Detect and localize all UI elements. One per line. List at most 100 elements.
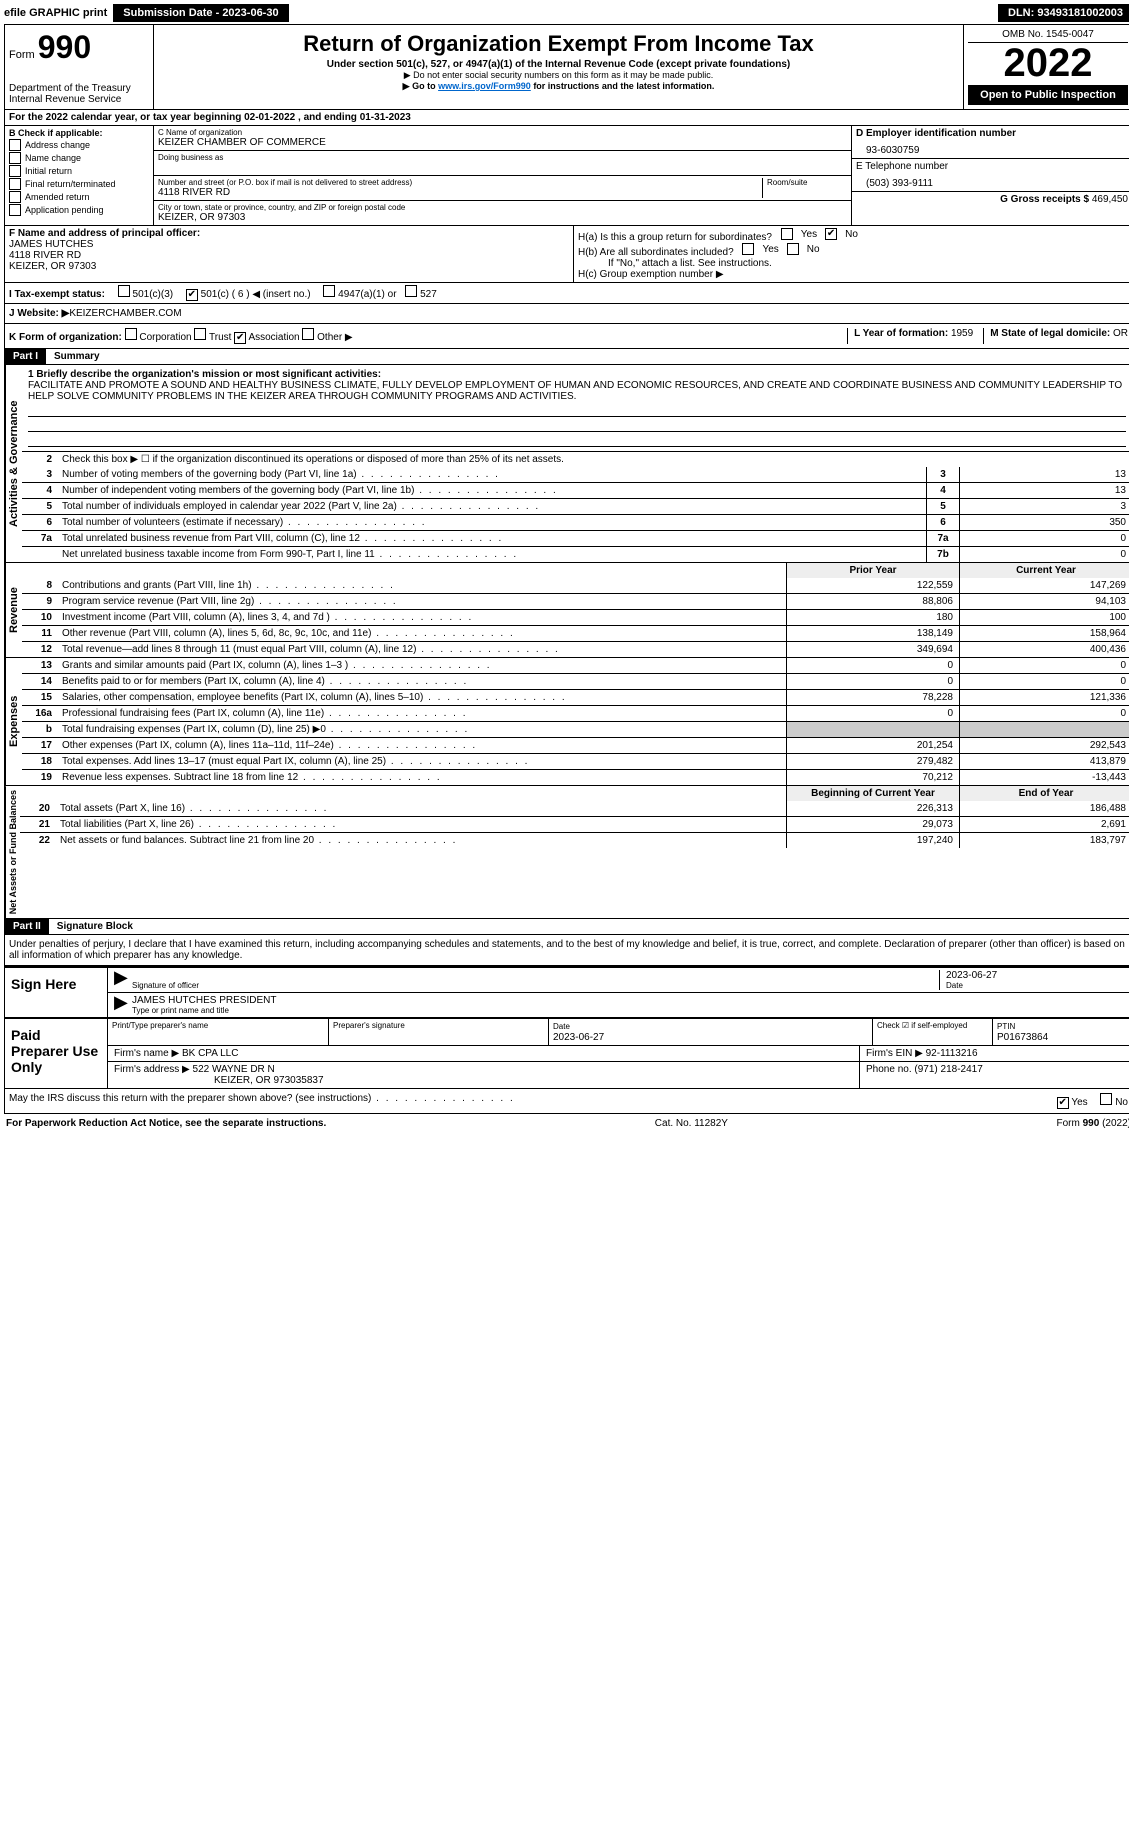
table-row: 8Contributions and grants (Part VIII, li…: [22, 578, 1129, 593]
part1-tag: Part I: [5, 349, 46, 364]
k-label: K Form of organization:: [9, 332, 122, 343]
table-row: 22Net assets or fund balances. Subtract …: [20, 832, 1129, 848]
chk-final-return[interactable]: Final return/terminated: [9, 178, 149, 190]
dba-label: Doing business as: [158, 153, 847, 162]
part2-header-row: Part II Signature Block: [4, 919, 1129, 935]
ha-label: H(a) Is this a group return for subordin…: [578, 232, 772, 243]
tax-year: 2022: [968, 43, 1128, 83]
ha-no-box[interactable]: [825, 228, 837, 240]
gross-label: G Gross receipts $: [1000, 194, 1089, 205]
netassets-section: Net Assets or Fund Balances Beginning of…: [4, 786, 1129, 919]
col-b: B Check if applicable: Address change Na…: [5, 126, 154, 225]
table-row: 12Total revenue—add lines 8 through 11 (…: [22, 641, 1129, 657]
l-group: L Year of formation: 1959: [847, 328, 973, 344]
footer-mid: Cat. No. 11282Y: [655, 1118, 728, 1129]
chk-name-change[interactable]: Name change: [9, 152, 149, 164]
org-name: KEIZER CHAMBER OF COMMERCE: [158, 137, 847, 148]
i-4947-box[interactable]: [323, 285, 335, 297]
chk-app-pending[interactable]: Application pending: [9, 204, 149, 216]
k-trust-box[interactable]: [194, 328, 206, 340]
firm-addr-row: Firm's address ▶ 522 WAYNE DR N KEIZER, …: [108, 1062, 1129, 1088]
hdr-beg: Beginning of Current Year: [786, 786, 959, 801]
vtab-expenses: Expenses: [5, 658, 22, 785]
irs-link[interactable]: www.irs.gov/Form990: [438, 81, 531, 91]
tax-exempt-row: I Tax-exempt status: 501(c)(3) 501(c) ( …: [5, 283, 1129, 303]
chk-amended[interactable]: Amended return: [9, 191, 149, 203]
i-527-box[interactable]: [405, 285, 417, 297]
k-corp-box[interactable]: [125, 328, 137, 340]
website-value: KEIZERCHAMBER.COM: [69, 308, 181, 319]
discuss-text: May the IRS discuss this return with the…: [9, 1093, 515, 1109]
m-value: OR: [1113, 328, 1128, 339]
col-deg: D Employer identification number 93-6030…: [851, 126, 1129, 225]
i-501c-box[interactable]: [186, 289, 198, 301]
table-row: bTotal fundraising expenses (Part IX, co…: [22, 721, 1129, 737]
addr-label: Number and street (or P.O. box if mail i…: [158, 178, 762, 187]
officer-addr2: KEIZER, OR 97303: [9, 261, 569, 272]
gross-value: 469,450: [1092, 194, 1128, 205]
form-label-text: Form: [9, 49, 35, 61]
prep-sig-label: Preparer's signature: [328, 1019, 548, 1046]
q2-row: 2 Check this box ▶ ☐ if the organization…: [22, 451, 1129, 467]
page-footer: For Paperwork Reduction Act Notice, see …: [4, 1114, 1129, 1133]
k-other-box[interactable]: [302, 328, 314, 340]
vtab-netassets: Net Assets or Fund Balances: [5, 786, 20, 918]
section-klm: K Form of organization: Corporation Trus…: [4, 324, 1129, 349]
irs-text: Internal Revenue Service: [9, 94, 149, 105]
discuss-no-box[interactable]: [1100, 1093, 1112, 1105]
footer-left: For Paperwork Reduction Act Notice, see …: [6, 1118, 326, 1129]
k-assoc-box[interactable]: [234, 332, 246, 344]
sig-date: 2023-06-27: [946, 970, 1126, 981]
discuss-yes-box[interactable]: [1057, 1097, 1069, 1109]
table-row: 11Other revenue (Part VIII, column (A), …: [22, 625, 1129, 641]
header-center: Return of Organization Exempt From Incom…: [154, 25, 964, 109]
col-f: F Name and address of principal officer:…: [5, 226, 574, 282]
i-501c3-box[interactable]: [118, 285, 130, 297]
dln-label: DLN: 93493181002003: [998, 4, 1129, 22]
note2-post: for instructions and the latest informat…: [533, 81, 714, 91]
city-value: KEIZER, OR 97303: [158, 212, 847, 223]
vtab-revenue: Revenue: [5, 563, 22, 657]
dept-label: Department of the Treasury Internal Reve…: [9, 83, 149, 105]
note2-pre: ▶ Go to: [403, 81, 438, 91]
ha-yes-box[interactable]: [781, 228, 793, 240]
chk-address-change[interactable]: Address change: [9, 139, 149, 151]
vtab-activities: Activities & Governance: [5, 365, 22, 562]
declaration: Under penalties of perjury, I declare th…: [4, 935, 1129, 966]
activities-governance-section: Activities & Governance 1 Briefly descri…: [4, 365, 1129, 563]
preparer-grid: Print/Type preparer's name Preparer's si…: [108, 1019, 1129, 1046]
dept-text: Department of the Treasury: [9, 83, 149, 94]
table-row: 4Number of independent voting members of…: [22, 482, 1129, 498]
l-value: 1959: [951, 328, 973, 339]
hdr-end: End of Year: [959, 786, 1129, 801]
ein-label: D Employer identification number: [856, 128, 1128, 139]
line-a: For the 2022 calendar year, or tax year …: [4, 110, 1129, 126]
firm-city: KEIZER, OR 973035837: [114, 1075, 324, 1086]
part1-header-row: Part I Summary: [4, 349, 1129, 365]
hb-yes-box[interactable]: [742, 243, 754, 255]
firm-addr: 522 WAYNE DR N: [193, 1064, 275, 1075]
ein-value: 93-6030759: [856, 139, 1128, 156]
note-link: ▶ Go to www.irs.gov/Form990 for instruct…: [158, 81, 959, 92]
chk-initial-return[interactable]: Initial return: [9, 165, 149, 177]
open-public-badge: Open to Public Inspection: [968, 85, 1128, 105]
submission-date-btn[interactable]: Submission Date - 2023-06-30: [113, 4, 288, 22]
note-ssn: ▶ Do not enter social security numbers o…: [158, 70, 959, 81]
hb-no-box[interactable]: [787, 243, 799, 255]
mission-text: FACILITATE AND PROMOTE A SOUND AND HEALT…: [28, 380, 1122, 402]
net-header-row: Beginning of Current Year End of Year: [20, 786, 1129, 801]
col-c: C Name of organization KEIZER CHAMBER OF…: [154, 126, 851, 225]
officer-name-line: ▶ JAMES HUTCHES PRESIDENT Type or print …: [108, 993, 1129, 1017]
table-row: 10Investment income (Part VIII, column (…: [22, 609, 1129, 625]
gross-cell: G Gross receipts $ 469,450: [852, 192, 1129, 207]
city-cell: City or town, state or province, country…: [154, 201, 851, 225]
prep-name-label: Print/Type preparer's name: [108, 1019, 328, 1046]
table-row: 18Total expenses. Add lines 13–17 (must …: [22, 753, 1129, 769]
hdr-prior: Prior Year: [786, 563, 959, 578]
q2-text: Check this box ▶ ☐ if the organization d…: [58, 452, 1129, 467]
table-row: 16aProfessional fundraising fees (Part I…: [22, 705, 1129, 721]
prep-date: 2023-06-27: [553, 1032, 604, 1043]
officer-name: JAMES HUTCHES: [9, 239, 569, 250]
q1-label: 1 Briefly describe the organization's mi…: [28, 369, 381, 380]
officer-addr1: 4118 RIVER RD: [9, 250, 569, 261]
